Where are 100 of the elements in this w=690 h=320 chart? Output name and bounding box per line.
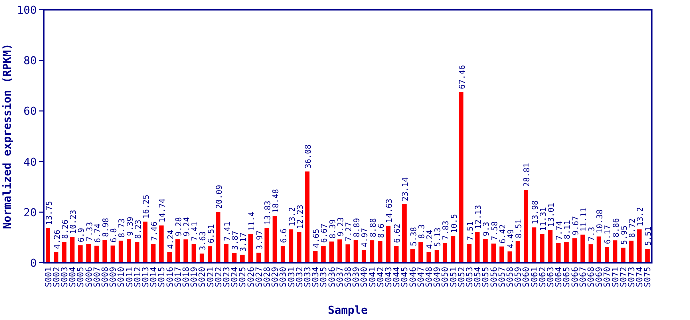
x-tick-label: S008 [100,267,111,288]
x-tick-label: S023 [222,267,232,288]
data-label: 5.38 [409,226,418,246]
bar [330,242,334,263]
bar [54,252,59,263]
x-tick-label: S051 [449,267,460,288]
data-label: 7.3 [588,226,597,242]
data-label: 6.74 [93,224,102,243]
x-tick-label: S010 [117,267,128,288]
data-label: 7.46 [150,222,160,242]
data-label: 6.62 [393,224,402,244]
x-tick-label: S067 [578,267,589,288]
bar [94,246,100,263]
x-tick-label: S071 [611,267,622,288]
x-tick-label: S046 [408,267,419,288]
data-label: 4.24 [166,230,176,250]
bar [637,230,642,263]
data-label: 18.48 [272,188,281,214]
x-tick-label: S002 [52,267,62,288]
x-tick-label: S013 [141,267,152,288]
bar [240,254,245,263]
bar [78,246,83,263]
data-label: 7.33 [85,222,94,242]
bar [442,243,448,263]
bar [588,244,594,263]
data-label: 11.31 [538,207,548,232]
x-tick-label: S062 [538,267,548,288]
data-label: 11.11 [579,208,588,232]
data-label: 13.75 [44,200,54,226]
data-label: 4.65 [312,228,322,248]
x-tick-label: S001 [44,267,54,288]
bar [46,228,50,263]
bar [508,252,512,263]
bar [102,240,108,263]
bar [378,241,383,263]
x-tick-label: S005 [76,267,87,288]
x-tick-label: S066 [570,267,581,288]
data-label: 8.39 [328,219,338,239]
x-tick-label: S056 [490,267,500,288]
bar [459,92,464,263]
x-tick-label: S057 [498,267,508,288]
data-label: 6.9 [77,228,86,243]
bar [176,240,180,263]
data-label: 8.51 [514,219,524,238]
bar [532,228,537,263]
y-tick-label: 40 [24,156,37,169]
data-label: 7.58 [490,221,500,241]
x-tick-label: S027 [254,267,265,288]
bar [402,204,407,263]
data-label: 9.67 [571,216,580,236]
bar [629,240,634,263]
x-tick-label: S022 [214,267,224,288]
bar [646,249,650,263]
data-label: 14.63 [385,198,394,223]
bar [208,246,213,263]
y-tick-label: 80 [24,54,37,68]
x-tick-label: S032 [295,267,306,288]
bar [135,242,140,263]
x-tick-label: S075 [644,267,654,288]
x-tick-label: S035 [320,267,330,288]
x-tick-label: S025 [238,267,249,288]
bar [564,242,569,263]
data-label: 7.41 [222,222,232,242]
data-label: 4.49 [506,229,516,249]
data-label: 3.97 [255,230,264,250]
data-label: 4.97 [360,228,370,248]
data-label: 10.38 [596,209,605,234]
bar [492,244,496,263]
bar [548,230,553,263]
data-label: 8.3 [417,224,426,239]
y-tick-label: 60 [24,105,37,118]
bar [621,248,626,263]
x-tick-label: S011 [125,267,136,288]
x-tick-label: S042 [376,267,386,288]
bar [159,226,164,263]
x-tick-label: S052 [457,267,468,288]
bar [362,250,366,263]
x-tick-label: S017 [174,267,184,288]
data-label: 6.8 [110,228,119,243]
bar [434,250,440,263]
data-label: 11.4 [247,212,256,232]
bar [289,230,294,263]
bar [168,252,172,263]
data-label: 28.81 [522,162,532,188]
x-tick-label: S041 [368,267,378,288]
x-tick-label: S006 [84,267,95,288]
x-tick-label: S040 [360,267,370,288]
bar [580,234,586,263]
data-label: 6.42 [498,224,508,244]
data-label: 13.83 [263,200,272,226]
data-label: 8.6 [376,224,386,238]
x-tick-label: S016 [166,267,176,288]
bar [184,240,188,263]
data-label: 20.09 [214,184,224,210]
data-label: 36.08 [304,144,313,169]
x-tick-label: S003 [60,267,70,288]
bar [475,232,480,263]
bar [410,249,416,263]
data-label: 8.11 [563,220,572,240]
bar [200,254,204,263]
